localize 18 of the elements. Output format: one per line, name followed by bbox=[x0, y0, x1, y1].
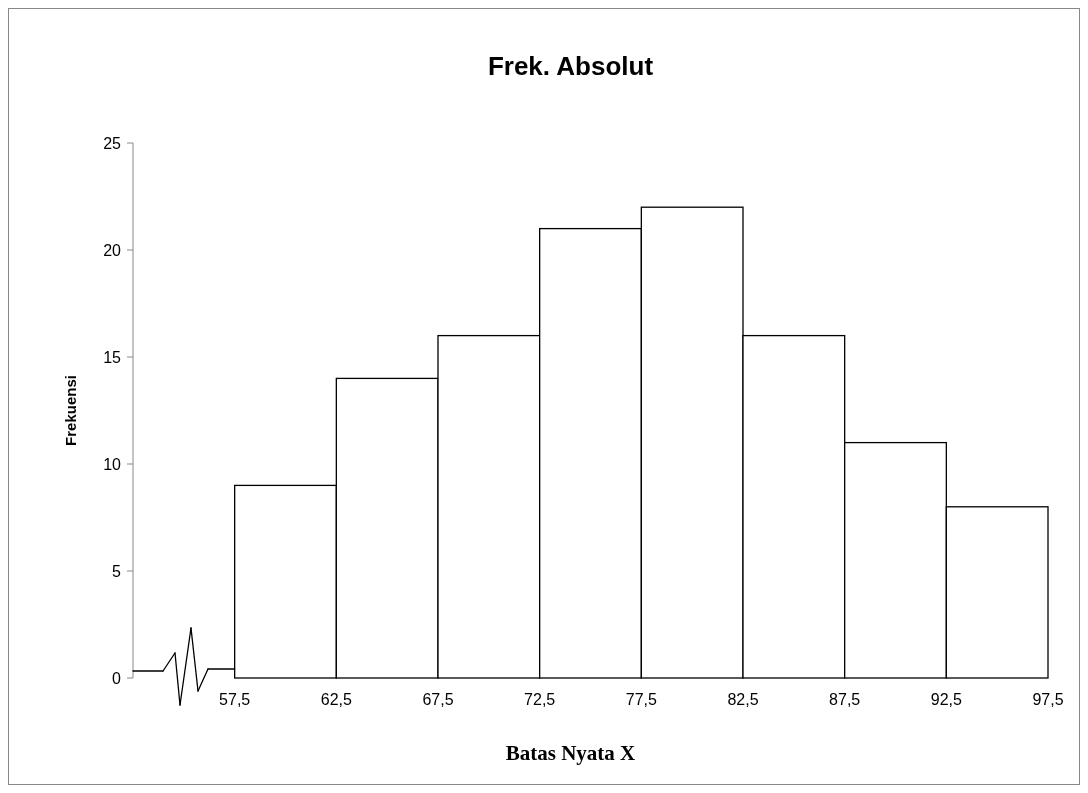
x-tick-label: 57,5 bbox=[219, 691, 251, 708]
y-tick-label: 10 bbox=[103, 455, 122, 473]
x-tick-label: 92,5 bbox=[930, 691, 963, 708]
x-tick-label: 87,5 bbox=[829, 691, 861, 708]
chart-title: Frek. Absolut bbox=[487, 51, 654, 81]
x-tick-label: 67,5 bbox=[422, 691, 454, 708]
x-tick-label: 72,5 bbox=[524, 691, 556, 708]
y-tick-label: 15 bbox=[103, 348, 122, 366]
x-tick-label: 62,5 bbox=[320, 691, 353, 708]
x-tick-label: 77,5 bbox=[625, 691, 658, 708]
y-tick-label: 25 bbox=[103, 134, 122, 152]
y-tick-label: 5 bbox=[112, 562, 122, 580]
x-tick-label: 97,5 bbox=[1032, 691, 1064, 708]
x-axis-title: Batas Nyata X bbox=[505, 741, 636, 765]
y-tick-label: 20 bbox=[103, 241, 122, 259]
y-axis-title: Frekuensi bbox=[62, 375, 79, 446]
y-tick-label: 0 bbox=[112, 669, 122, 687]
x-tick-label: 82,5 bbox=[727, 691, 759, 708]
